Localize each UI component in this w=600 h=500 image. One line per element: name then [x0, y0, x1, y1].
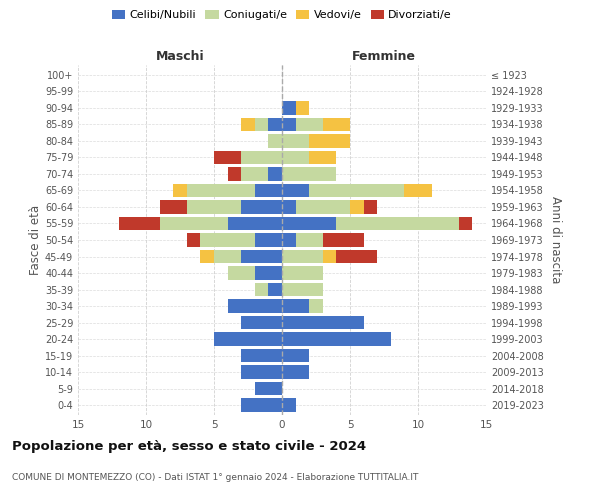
Bar — [241, 168, 268, 180]
Bar — [282, 398, 296, 411]
Bar — [241, 349, 282, 362]
Bar — [282, 332, 391, 345]
Bar — [309, 184, 404, 197]
Bar — [282, 283, 323, 296]
Text: Maschi: Maschi — [155, 50, 205, 64]
Bar — [214, 151, 241, 164]
Bar — [187, 184, 255, 197]
Bar — [282, 118, 296, 131]
Bar — [160, 217, 227, 230]
Bar — [282, 316, 364, 329]
Bar — [255, 283, 268, 296]
Bar — [268, 134, 282, 147]
Bar — [459, 217, 472, 230]
Bar — [255, 184, 282, 197]
Bar — [337, 250, 377, 263]
Bar — [282, 349, 309, 362]
Text: Femmine: Femmine — [352, 50, 416, 64]
Bar — [309, 300, 323, 312]
Bar — [255, 118, 268, 131]
Bar — [241, 366, 282, 378]
Bar — [282, 234, 296, 246]
Bar — [255, 382, 282, 395]
Bar — [282, 266, 323, 280]
Bar — [268, 283, 282, 296]
Bar — [282, 134, 309, 147]
Bar — [255, 266, 282, 280]
Bar — [282, 200, 296, 213]
Bar — [241, 151, 282, 164]
Bar — [241, 398, 282, 411]
Bar — [214, 332, 282, 345]
Bar — [241, 250, 282, 263]
Bar — [350, 200, 364, 213]
Bar — [323, 234, 364, 246]
Bar — [296, 102, 309, 114]
Bar — [241, 118, 255, 131]
Bar — [268, 168, 282, 180]
Bar — [323, 118, 350, 131]
Bar — [282, 168, 337, 180]
Bar — [160, 200, 187, 213]
Bar — [364, 200, 377, 213]
Bar — [227, 266, 255, 280]
Bar — [309, 134, 350, 147]
Bar — [282, 250, 323, 263]
Bar — [268, 118, 282, 131]
Bar — [282, 300, 309, 312]
Bar — [296, 234, 323, 246]
Bar — [200, 234, 255, 246]
Y-axis label: Fasce di età: Fasce di età — [29, 205, 42, 275]
Bar — [214, 250, 241, 263]
Bar — [323, 250, 337, 263]
Y-axis label: Anni di nascita: Anni di nascita — [549, 196, 562, 284]
Bar — [282, 184, 309, 197]
Bar — [200, 250, 214, 263]
Bar — [337, 217, 459, 230]
Bar — [282, 102, 296, 114]
Bar — [119, 217, 160, 230]
Bar — [255, 234, 282, 246]
Bar — [241, 316, 282, 329]
Bar — [187, 200, 241, 213]
Bar — [404, 184, 431, 197]
Bar — [309, 151, 337, 164]
Bar — [227, 217, 282, 230]
Bar — [296, 200, 350, 213]
Bar — [282, 217, 337, 230]
Bar — [296, 118, 323, 131]
Text: COMUNE DI MONTEMEZZO (CO) - Dati ISTAT 1° gennaio 2024 - Elaborazione TUTTITALIA: COMUNE DI MONTEMEZZO (CO) - Dati ISTAT 1… — [12, 473, 418, 482]
Bar — [187, 234, 200, 246]
Bar — [227, 300, 282, 312]
Bar — [282, 366, 309, 378]
Legend: Celibi/Nubili, Coniugati/e, Vedovi/e, Divorziati/e: Celibi/Nubili, Coniugati/e, Vedovi/e, Di… — [107, 6, 457, 25]
Bar — [282, 151, 309, 164]
Bar — [227, 168, 241, 180]
Text: Popolazione per età, sesso e stato civile - 2024: Popolazione per età, sesso e stato civil… — [12, 440, 366, 453]
Bar — [241, 200, 282, 213]
Bar — [173, 184, 187, 197]
